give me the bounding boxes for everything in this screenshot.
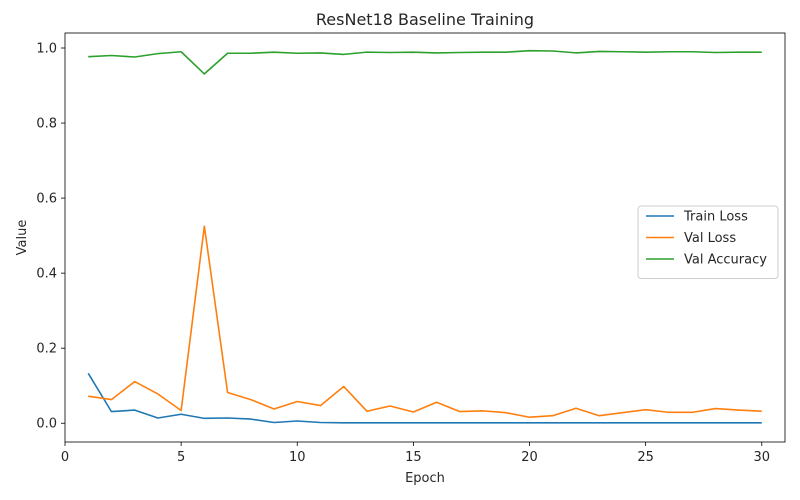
y-tick-label: 0.6 — [36, 192, 57, 207]
x-tick-label: 20 — [521, 450, 538, 465]
plot-area — [64, 32, 786, 443]
x-tick-label: 0 — [61, 450, 69, 465]
legend-label-val-accuracy: Val Accuracy — [684, 253, 767, 268]
legend-box — [637, 205, 779, 279]
x-tick-label: 10 — [289, 450, 306, 465]
x-tick-label: 5 — [177, 450, 185, 465]
legend-label-train-loss: Train Loss — [683, 210, 748, 225]
series-line-train-loss — [87, 372, 762, 424]
series-line-val-accuracy — [88, 49, 762, 75]
legend-label-val-loss: Val Loss — [684, 231, 736, 246]
y-tick-label: 0.4 — [36, 267, 57, 282]
series-layer — [87, 49, 762, 424]
x-tick-label: 30 — [754, 450, 771, 465]
y-tick-label: 1.0 — [36, 42, 57, 57]
x-tick-label: 15 — [405, 450, 422, 465]
x-axis-label: Epoch — [405, 471, 445, 486]
y-tick-label: 0.2 — [36, 342, 57, 357]
legend: Train Loss Val Loss Val Accuracy — [637, 205, 779, 279]
series-line-val-loss — [88, 225, 762, 419]
x-tick-label: 25 — [637, 450, 654, 465]
y-tick-label: 0.8 — [36, 117, 57, 132]
chart-title: ResNet18 Baseline Training — [316, 10, 534, 29]
y-axis-label: Value — [15, 220, 30, 256]
y-axis: 0.0 0.2 0.4 0.6 0.8 1.0 — [36, 42, 65, 432]
y-tick-label: 0.0 — [36, 417, 57, 432]
plot-frame — [64, 32, 786, 443]
x-axis: 0 5 10 15 20 25 30 — [61, 442, 770, 465]
